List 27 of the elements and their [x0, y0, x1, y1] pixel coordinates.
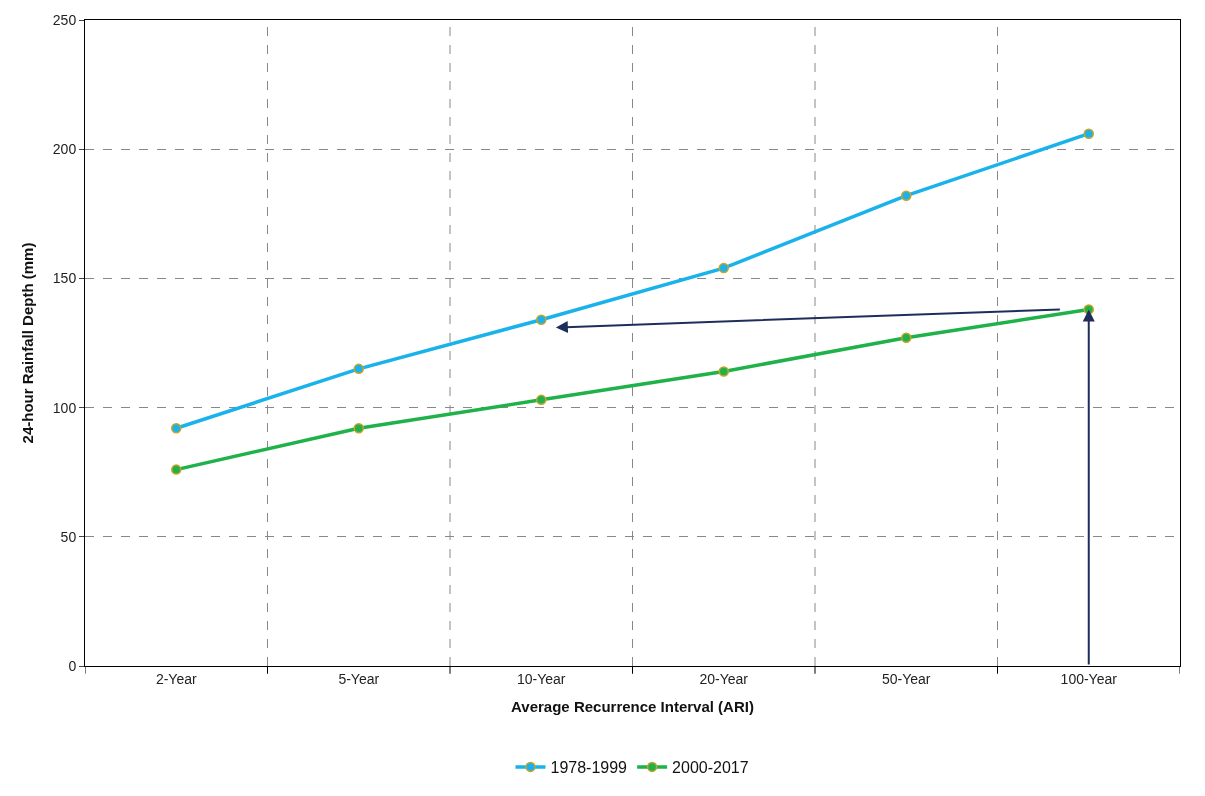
- legend-label: 1978-1999: [550, 759, 628, 777]
- legend-label: 2000-2017: [672, 759, 749, 777]
- y-tick-label: 100: [52, 399, 77, 416]
- point: [536, 394, 547, 406]
- point: [718, 262, 729, 274]
- x-tick-label: 5-Year: [338, 670, 380, 687]
- x-tick-label: 100-Year: [1060, 670, 1118, 687]
- y-tick-label: 150: [52, 270, 77, 287]
- y-tick-label: 50: [60, 528, 77, 545]
- point: [536, 314, 547, 325]
- y-tick-label: 0: [68, 657, 77, 674]
- point: [171, 423, 182, 434]
- point: [901, 190, 912, 201]
- point: [171, 464, 182, 475]
- point: [353, 363, 364, 375]
- y-tick-label: 250: [52, 11, 77, 28]
- point: [353, 423, 364, 434]
- x-tick-label: 10-Year: [516, 670, 566, 687]
- x-axis-title: Average Recurrence Interval (ARI): [511, 697, 754, 715]
- y-axis-title: 24-hour Rainfall Depth (mm): [19, 242, 37, 444]
- x-tick-label: 2-Year: [155, 670, 197, 687]
- x-tick-label: 20-Year: [699, 670, 749, 687]
- point: [901, 332, 912, 344]
- point: [718, 366, 729, 377]
- y-tick-label: 200: [52, 141, 77, 158]
- point: [1083, 128, 1094, 139]
- x-tick-label: 50-Year: [881, 670, 931, 687]
